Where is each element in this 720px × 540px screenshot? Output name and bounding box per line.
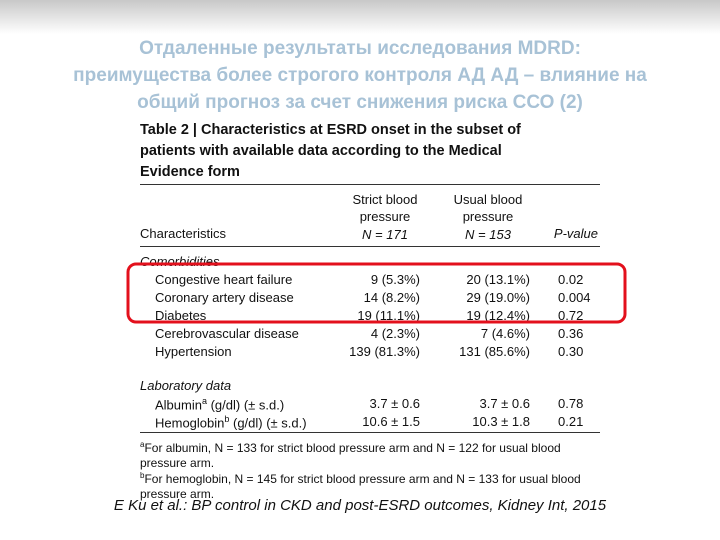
row-label: Albumina (g/dl) (± s.d.) — [155, 396, 284, 412]
section-label: Comorbidities — [140, 254, 220, 269]
cell: 20 (13.1%) — [466, 272, 530, 287]
row-label: Coronary artery disease — [155, 290, 294, 305]
slide-title: преимущества более строгого контроля АД … — [73, 65, 647, 86]
col-header: N = 171 — [362, 227, 408, 242]
col-header: Strict blood pressure — [352, 192, 418, 224]
row-label: Cerebrovascular disease — [155, 326, 299, 341]
cell: 19 (12.4%) — [466, 308, 530, 323]
cell: 0.004 — [558, 290, 591, 305]
cell: 4 (2.3%) — [370, 326, 420, 341]
cell: 0.02 — [558, 272, 584, 287]
footnote-text: For hemoglobin, N = 145 for strict blood… — [140, 472, 581, 501]
row-label-name: Hemoglobin — [155, 415, 225, 431]
cell: 0.30 — [558, 344, 584, 359]
slide-title: Отдаленные результаты исследования MDRD: — [139, 38, 581, 59]
cell: 29 (19.0%) — [466, 290, 530, 305]
cell: 0.72 — [558, 308, 584, 323]
cell: 3.7 ± 0.6 — [479, 396, 530, 411]
rule — [140, 246, 600, 247]
cell: 7 (4.6%) — [480, 326, 530, 341]
cell: 9 (5.3%) — [370, 272, 420, 287]
cell: 19 (11.1%) — [357, 308, 420, 323]
row-label: Hemoglobinb (g/dl) (± s.d.) — [155, 414, 307, 430]
cell: 10.3 ± 1.8 — [472, 414, 530, 429]
cell: 0.78 — [558, 396, 584, 411]
row-label-unit: (g/dl) (± s.d.) — [229, 415, 307, 431]
footnote-marker: b — [140, 471, 145, 480]
row-label: Diabetes — [155, 308, 207, 323]
footnote-text: For albumin, N = 133 for strict blood pr… — [140, 441, 561, 470]
rule — [140, 184, 600, 185]
cell: 131 (85.6%) — [459, 344, 530, 359]
citation: E Ku et al.: BP control in CKD and post-… — [113, 497, 607, 514]
cell: 10.6 ± 1.5 — [362, 414, 420, 429]
row-label: Hypertension — [155, 344, 232, 359]
header-band — [0, 0, 720, 34]
footnote-marker: a — [201, 396, 207, 406]
cell: 139 (81.3%) — [349, 344, 420, 359]
slide-title: общий прогноз за счет снижения риска ССО… — [137, 92, 583, 113]
cell: 14 (8.2%) — [363, 290, 420, 305]
footnote: aFor albumin, N = 133 for strict blood p… — [140, 437, 600, 471]
row-label-unit: (g/dl) (± s.d.) — [206, 397, 285, 413]
footnote-marker: a — [140, 440, 145, 449]
row-label-name: Albumin — [155, 397, 202, 413]
table-caption: Table 2 | Characteristics at ESRD onset … — [140, 122, 521, 180]
col-header: P-value — [553, 226, 598, 241]
footnote: bFor hemoglobin, N = 145 for strict bloo… — [140, 468, 600, 502]
col-header: N = 153 — [465, 227, 511, 242]
cell: 0.36 — [558, 326, 584, 341]
rule — [140, 432, 600, 433]
col-header: Usual blood pressure — [453, 192, 523, 224]
col-header: Characteristics — [140, 226, 226, 241]
cell: 3.7 ± 0.6 — [369, 396, 420, 411]
cell: 0.21 — [558, 414, 584, 429]
footnote-marker: b — [224, 414, 230, 424]
row-label: Congestive heart failure — [155, 272, 293, 287]
section-label: Laboratory data — [140, 378, 232, 393]
